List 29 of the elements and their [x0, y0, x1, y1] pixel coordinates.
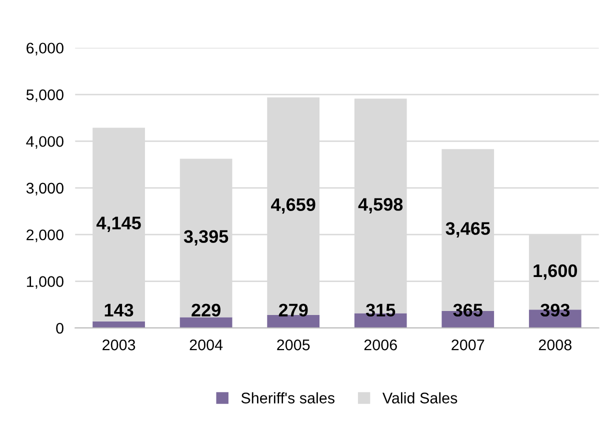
data-label: 3,395 — [184, 230, 228, 246]
bar — [92, 321, 145, 328]
y-tick-label: 5,000 — [26, 89, 64, 102]
data-label: 143 — [104, 304, 134, 317]
x-tick-label: 2004 — [190, 340, 223, 350]
x-tick-label: 2005 — [277, 340, 310, 350]
y-tick-label: 3,000 — [26, 182, 64, 196]
x-tick-label: 2007 — [452, 340, 484, 350]
data-label: 1,600 — [534, 264, 577, 280]
x-tick-label: 2008 — [538, 340, 572, 350]
y-tick-label: 0 — [56, 322, 64, 334]
x-tick-label: 2006 — [364, 340, 397, 350]
y-tick-label: 6,000 — [26, 42, 64, 56]
legend-label: Valid Sales — [382, 392, 458, 404]
data-label: 279 — [278, 304, 308, 316]
data-label: 4,659 — [271, 198, 316, 214]
data-label: 3,465 — [446, 222, 490, 238]
data-label: 365 — [453, 304, 482, 317]
data-label: 229 — [192, 304, 220, 316]
data-label: 4,598 — [358, 198, 403, 214]
bar — [180, 317, 232, 328]
bar — [267, 314, 320, 328]
legend-label: Sheriff's sales — [241, 392, 334, 404]
y-tick-label: 4,000 — [26, 136, 64, 149]
y-tick-label: 1,000 — [26, 276, 64, 289]
x-tick-label: 2003 — [102, 340, 136, 350]
data-label: 4,145 — [96, 216, 141, 232]
data-label: 315 — [366, 304, 396, 317]
y-tick-label: 2,000 — [26, 229, 64, 242]
